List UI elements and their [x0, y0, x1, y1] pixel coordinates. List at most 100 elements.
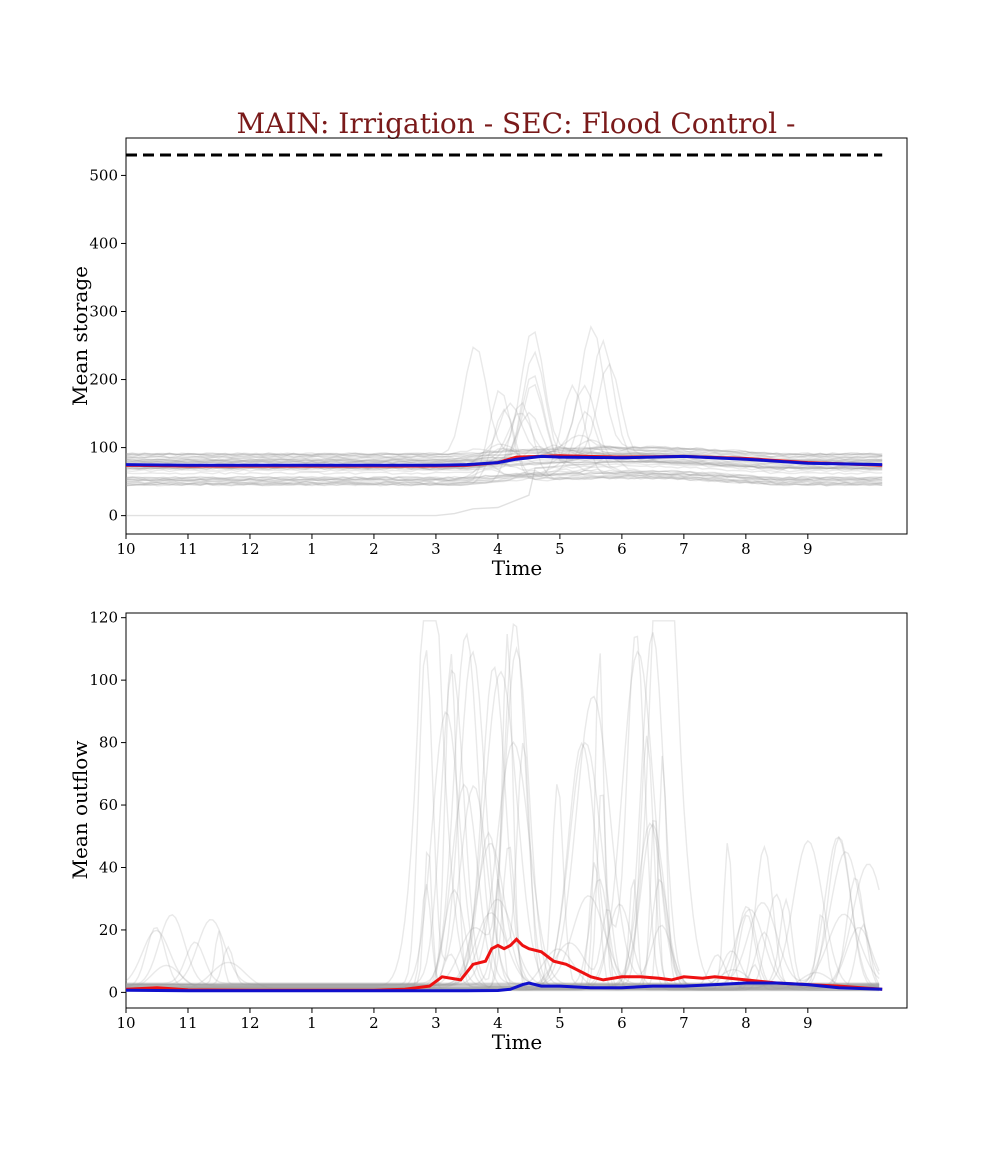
outflow-x-tick-label: 12 [240, 1014, 259, 1032]
outflow-ensemble-trace [126, 670, 880, 989]
outflow-x-tick-label: 6 [617, 1014, 627, 1032]
outflow-plot: Time Mean outflow 10 11 12 1 2 3 4 5 6 7 8 90204060… [68, 609, 908, 1054]
storage-ensemble-trace [125, 383, 883, 473]
storage-x-tick-label: 3 [431, 540, 441, 558]
outflow-x-tick-label: 7 [679, 1014, 689, 1032]
outflow-ensemble-trace [126, 646, 880, 986]
outflow-x-axis-label: Time [492, 1030, 543, 1054]
storage-x-tick-label: 8 [741, 540, 751, 558]
outflow-ensemble-trace [126, 850, 880, 986]
outflow-ensemble-trace [126, 620, 880, 987]
storage-y-tick-label: 200 [89, 371, 118, 389]
outflow-blue-series-line [125, 981, 883, 993]
storage-ensemble-trace [125, 460, 883, 480]
outflow-ensemble-trace [126, 755, 880, 986]
outflow-x-tick-label: 9 [803, 1014, 813, 1032]
storage-ensemble-trace [126, 463, 883, 482]
outflow-ensemble-trace [126, 623, 880, 988]
outflow-ensemble-trace [126, 846, 880, 989]
storage-x-tick-label: 4 [493, 540, 503, 558]
storage-x-tick-label: 6 [617, 540, 627, 558]
storage-ensemble-trace [125, 384, 883, 471]
storage-y-tick-label: 500 [89, 166, 118, 184]
storage-ensemble-trace [126, 443, 883, 461]
storage-ensemble-trace [125, 445, 883, 457]
storage-ensemble-trace [125, 402, 883, 459]
outflow-x-tick-label: 8 [741, 1014, 751, 1032]
storage-ensemble-trace [125, 331, 883, 457]
storage-x-tick-label: 5 [555, 540, 565, 558]
storage-axes-frame [125, 137, 908, 535]
storage-blue-series-line [125, 454, 883, 467]
storage-y-tick-label: 300 [89, 303, 118, 321]
storage-ensemble-trace [125, 410, 883, 480]
storage-ensemble-trace [125, 469, 883, 487]
outflow-ensemble-trace [126, 822, 880, 988]
outflow-axes-frame [125, 612, 908, 1009]
storage-ensemble-trace [125, 374, 883, 471]
outflow-ensemble-trace [126, 931, 880, 984]
outflow-ensemble-trace [126, 735, 880, 986]
storage-x-tick-label: 2 [369, 540, 379, 558]
storage-x-axis-label: Time [492, 556, 543, 580]
storage-ensemble-trace [125, 445, 883, 460]
storage-ensemble-trace [125, 453, 883, 471]
storage-x-tick-label: 10 [116, 540, 135, 558]
storage-ensemble-trace [125, 448, 883, 470]
outflow-y-tick-label: 80 [99, 734, 118, 752]
storage-ensemble-trace [125, 468, 883, 482]
storage-y-tick-label: 0 [108, 507, 118, 525]
storage-ensemble-trace [125, 434, 883, 456]
storage-ensemble-trace [125, 346, 883, 457]
outflow-ensemble-trace [126, 862, 880, 990]
outflow-ensemble-trace [126, 839, 880, 988]
storage-ensemble-trace [125, 454, 883, 480]
outflow-ensemble-trace [126, 620, 880, 988]
outflow-y-tick-label: 100 [89, 671, 118, 689]
outflow-x-tick-label: 11 [178, 1014, 197, 1032]
storage-x-tick-label: 7 [679, 540, 689, 558]
outflow-ensemble-trace [125, 927, 880, 988]
figure-title: MAIN: Irrigation - SEC: Flood Control - [237, 107, 796, 140]
storage-x-tick-label: 12 [240, 540, 259, 558]
storage-ensemble-trace [125, 463, 883, 482]
outflow-ensemble-trace [126, 954, 880, 988]
outflow-y-tick-label: 20 [99, 921, 118, 939]
outflow-ensemble-trace [126, 902, 880, 986]
outflow-x-tick-label: 10 [116, 1014, 135, 1032]
storage-ensemble-trace [126, 460, 883, 517]
storage-ensemble-trace [125, 445, 883, 459]
storage-x-tick-label: 11 [178, 540, 197, 558]
storage-ensemble-trace [125, 468, 883, 482]
outflow-ensemble-trace [125, 695, 880, 987]
storage-ensemble-trace [125, 389, 883, 486]
outflow-y-tick-label: 120 [89, 609, 118, 627]
outflow-ensemble-trace [126, 650, 880, 986]
outflow-ensemble-trace [126, 741, 880, 986]
storage-ensemble-trace [125, 468, 883, 485]
outflow-ensemble-trace [126, 908, 880, 990]
outflow-x-tick-label: 2 [369, 1014, 379, 1032]
outflow-x-tick-label: 3 [431, 1014, 441, 1032]
storage-y-tick-label: 100 [89, 439, 118, 457]
storage-ensemble-trace [125, 471, 883, 485]
storage-ensemble-trace [125, 383, 883, 484]
storage-ensemble-trace [125, 460, 883, 475]
outflow-y-tick-label: 60 [99, 796, 118, 814]
storage-ensemble-trace [125, 325, 883, 456]
outflow-ensemble-trace [126, 632, 880, 988]
outflow-y-axis-label: Mean outflow [68, 741, 92, 880]
outflow-y-tick-label: 0 [108, 983, 118, 1001]
outflow-ensemble-trace [126, 842, 880, 986]
outflow-ensemble-trace [126, 822, 880, 987]
outflow-x-tick-label: 4 [493, 1014, 503, 1032]
storage-plot: Time Mean storage 10 11 12 1 2 3 4 5 6 7 8 90100200… [68, 137, 908, 580]
outflow-ensemble-trace [125, 742, 880, 987]
storage-ensemble-trace [125, 471, 883, 483]
outflow-y-tick-label: 40 [99, 858, 118, 876]
storage-y-tick-label: 400 [89, 234, 118, 252]
storage-ensemble-trace [125, 407, 883, 487]
outflow-x-tick-label: 1 [307, 1014, 317, 1032]
storage-x-tick-label: 9 [803, 540, 813, 558]
